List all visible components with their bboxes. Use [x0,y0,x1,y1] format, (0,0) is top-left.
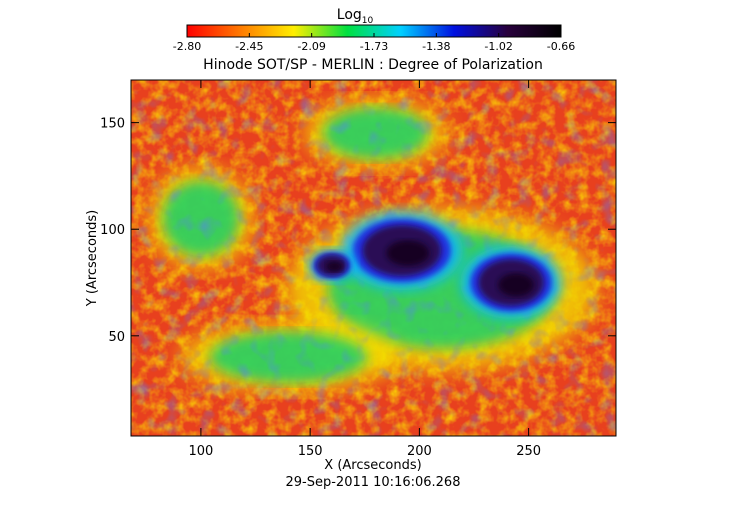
x-tick-label: 250 [516,444,541,459]
y-axis-ticks: 50 100 150 [100,117,616,345]
colorbar-tick-label: -2.80 [173,40,201,53]
colorbar-tick-label: -2.45 [235,40,263,53]
colorbar-tick-label: -1.38 [422,40,450,53]
colorbar-tick-label: -2.09 [297,40,325,53]
umbra-core [325,261,343,272]
plot-title: Hinode SOT/SP - MERLIN : Degree of Polar… [203,57,543,73]
y-axis-label: Y (Arcseconds) [85,210,100,307]
polarization-map [131,80,616,436]
umbra-core [386,240,430,266]
umbra-core [498,273,535,297]
plot-frame [130,79,617,437]
colorbar-label: Log10 [337,7,374,26]
x-tick-label: 200 [407,444,432,459]
x-axis-label: X (Arcseconds) [324,458,421,473]
x-tick-label: 150 [298,444,323,459]
y-tick-label: 100 [100,223,125,238]
colorbar-ticks: -2.80 -2.45 -2.09 -1.73 -1.38 -1.02 -0.66 [173,33,575,53]
x-axis-ticks: 100 150 200 250 [188,80,541,459]
timestamp: 29-Sep-2011 10:16:06.268 [286,475,461,490]
x-tick-label: 100 [188,444,213,459]
colorbar-tick-label: -0.66 [547,40,575,53]
y-tick-label: 150 [100,117,125,132]
y-tick-label: 50 [108,330,125,345]
colorbar-tick-label: -1.73 [360,40,388,53]
sunspot-umbrae [308,210,562,319]
colorbar-tick-label: -1.02 [484,40,512,53]
